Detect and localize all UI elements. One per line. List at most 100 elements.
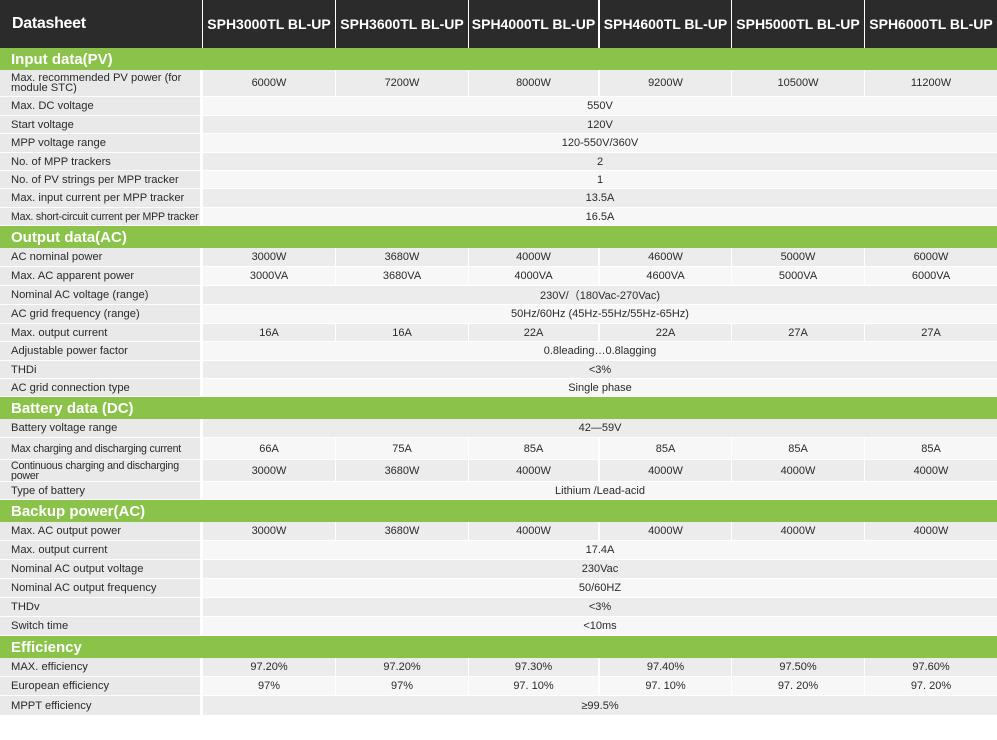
row-label: MPP voltage range [0,134,200,152]
row-label: THDv [0,598,200,616]
row-label: Continuous charging and discharging powe… [0,460,200,481]
merged-value-cell: 42—59V [203,419,997,437]
value-cell: 4000W [600,460,731,481]
value-cell: 97. 20% [865,677,997,695]
table-row: No. of MPP trackers 2 [0,153,997,170]
value-cell: 97.30% [469,658,598,676]
value-cell: 97% [203,677,335,695]
value-cell: 97. 10% [600,677,731,695]
row-label: Start voltage [0,116,200,133]
table-row: Max. input current per MPP tracker 13.5A [0,189,997,207]
row-label: AC grid connection type [0,379,200,396]
table-row: Type of battery Lithium /Lead-acid [0,482,997,499]
merged-value-cell: ≥99.5% [203,696,997,715]
row-label: Max. AC output power [0,522,200,540]
value-cell: 5000W [732,248,864,266]
table-row: MPPT efficiency ≥99.5% [0,696,997,715]
value-cell: 6000W [865,248,997,266]
row-label: Nominal AC voltage (range) [0,286,200,304]
merged-value-cell: 50Hz/60Hz (45Hz-55Hz/55Hz-65Hz) [203,305,997,323]
table-row: THDi <3% [0,361,997,378]
row-label: Max charging and discharging current [0,438,200,459]
table-row: MAX. efficiency 97.20% 97.20% 97.30% 97.40% 9… [0,658,997,676]
merged-value-cell: <10ms [203,617,997,635]
value-cell: 4000W [865,522,997,540]
value-cell: 85A [600,438,731,459]
value-cell: 75A [336,438,468,459]
row-label: Nominal AC output frequency [0,579,200,597]
row-label: AC nominal power [0,248,200,266]
model-header-sph4600tl-bl-up: SPH4600TL BL-UP [600,0,731,48]
value-cell: 10500W [732,70,864,96]
value-cell: 97.20% [336,658,468,676]
merged-value-cell: 2 [203,153,997,170]
table-row: Battery voltage range 42—59V [0,419,997,437]
section-header-backup-power-ac: Backup power(AC) [0,500,997,522]
table-row: Start voltage 120V [0,116,997,133]
value-cell: 3680W [336,460,468,481]
table-row: Max charging and discharging current 66A 7… [0,438,997,459]
value-cell: 3000VA [203,267,335,285]
merged-value-cell: 16.5A [203,208,997,225]
row-label: Max. DC voltage [0,97,200,115]
model-header-sph3600tl-bl-up: SPH3600TL BL-UP [336,0,468,48]
value-cell: 66A [203,438,335,459]
table-row: Max. DC voltage 550V [0,97,997,115]
table-row: No. of PV strings per MPP tracker 1 [0,171,997,188]
value-cell: 6000VA [865,267,997,285]
section-header-input-data-pv: Input data(PV) [0,48,997,70]
row-label: Switch time [0,617,200,635]
section-header-output-data-ac: Output data(AC) [0,226,997,248]
table-row: Switch time <10ms [0,617,997,635]
value-cell: 4000VA [469,267,598,285]
value-cell: 4000W [469,248,598,266]
merged-value-cell: 0.8leading…0.8lagging [203,342,997,360]
value-cell: 97.40% [600,658,731,676]
merged-value-cell: 230Vac [203,560,997,578]
table-row: Nominal AC output frequency 50/60HZ [0,579,997,597]
value-cell: 97% [336,677,468,695]
value-cell: 3680W [336,248,468,266]
value-cell: 7200W [336,70,468,96]
table-row: THDv <3% [0,598,997,616]
row-label: Max. output current [0,541,200,559]
table-row: Nominal AC voltage (range) 230V/（180Vac-2… [0,286,997,304]
table-row: AC nominal power 3000W 3680W 4000W 4600W 5000… [0,248,997,266]
row-label: Nominal AC output voltage [0,560,200,578]
value-cell: 16A [203,324,335,341]
value-cell: 4000W [732,522,864,540]
value-cell: 6000W [203,70,335,96]
value-cell: 3680W [336,522,468,540]
value-cell: 8000W [469,70,598,96]
value-cell: 27A [732,324,864,341]
row-label: Adjustable power factor [0,342,200,360]
row-label: AC grid frequency (range) [0,305,200,323]
value-cell: 4000W [469,522,598,540]
row-label: THDi [0,361,200,378]
table-row: AC grid connection type Single phase [0,379,997,396]
merged-value-cell: 13.5A [203,189,997,207]
value-cell: 5000VA [732,267,864,285]
model-header-sph5000tl-bl-up: SPH5000TL BL-UP [732,0,864,48]
table-row: Adjustable power factor 0.8leading…0.8lag… [0,342,997,360]
model-header-sph4000tl-bl-up: SPH4000TL BL-UP [469,0,598,48]
value-cell: 85A [865,438,997,459]
merged-value-cell: 550V [203,97,997,115]
value-cell: 3000W [203,522,335,540]
model-header-sph3000tl-bl-up: SPH3000TL BL-UP [203,0,335,48]
section-header-battery-data-dc: Battery data (DC) [0,397,997,419]
value-cell: 16A [336,324,468,341]
table-row: Continuous charging and discharging powe… [0,460,997,481]
value-cell: 4000W [865,460,997,481]
value-cell: 4000W [732,460,864,481]
value-cell: 3680VA [336,267,468,285]
merged-value-cell: <3% [203,598,997,616]
merged-value-cell: 120V [203,116,997,133]
value-cell: 9200W [600,70,731,96]
table-row: Max. recommended PV power (for module ST… [0,70,997,96]
row-label: Max. short-circuit current per MPP track… [0,208,200,225]
merged-value-cell: 50/60HZ [203,579,997,597]
merged-value-cell: 1 [203,171,997,188]
value-cell: 85A [469,438,598,459]
merged-value-cell: 120-550V/360V [203,134,997,152]
